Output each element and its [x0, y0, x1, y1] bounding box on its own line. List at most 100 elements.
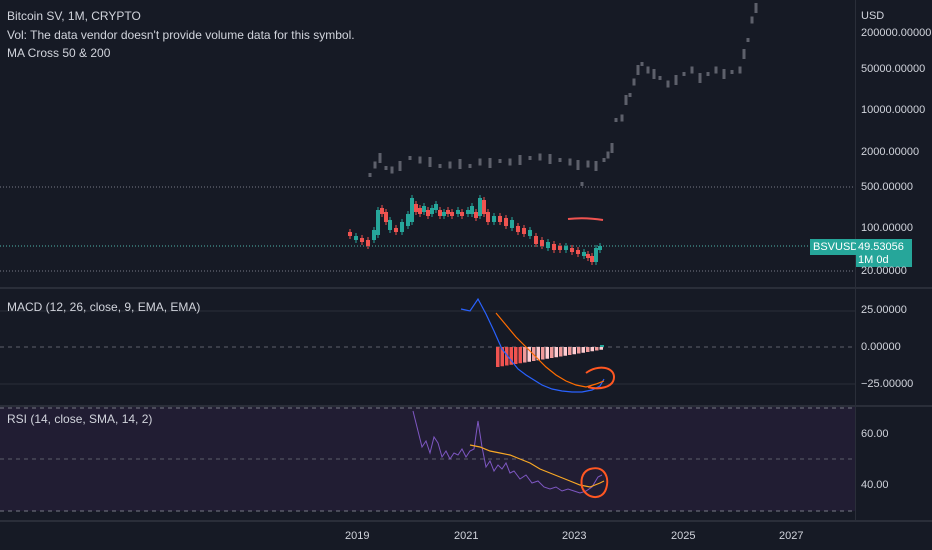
countdown-badge: 1M 0d	[856, 253, 912, 267]
macd-histogram-bar	[577, 347, 581, 354]
price-axis[interactable]	[855, 0, 932, 520]
candle-body	[460, 212, 464, 216]
comparison-candle	[632, 78, 636, 86]
comparison-candle	[722, 69, 726, 79]
candle-body	[492, 216, 496, 222]
symbol-title[interactable]: Bitcoin SV, 1M, CRYPTO	[7, 9, 141, 23]
candle-body	[376, 210, 380, 235]
symbol-badge: BSVUSD	[810, 239, 862, 255]
price-chart-pane[interactable]: Bitcoin SV, 1M, CRYPTO Vol: The data ven…	[0, 0, 855, 287]
rsi-ma-line	[469, 444, 605, 488]
macd-histogram-bar	[518, 347, 522, 364]
candle-body	[388, 220, 392, 230]
candle-body	[418, 208, 422, 214]
candle-body	[522, 228, 526, 234]
comparison-candle	[606, 151, 610, 159]
volume-note: Vol: The data vendor doesn't provide vol…	[7, 28, 355, 42]
comparison-candle	[398, 161, 402, 171]
candle-body	[598, 246, 602, 250]
drawn-mark	[567, 217, 604, 221]
macd-histogram-bar	[523, 347, 527, 363]
macd-tick: 0.00000	[861, 341, 901, 353]
candle-body	[470, 206, 474, 214]
candle-body	[528, 230, 532, 236]
candle-body	[590, 256, 594, 262]
candle-body	[478, 198, 482, 216]
price-chart-canvas	[0, 3, 855, 272]
candle-body	[534, 236, 538, 244]
comparison-candle	[528, 156, 532, 160]
comparison-candle	[620, 114, 624, 122]
candle-body	[516, 226, 520, 232]
comparison-candle	[384, 166, 388, 170]
comparison-candle	[428, 157, 432, 167]
comparison-candle	[548, 154, 552, 164]
macd-label[interactable]: MACD (12, 26, close, 9, EMA, EMA)	[7, 300, 201, 314]
comparison-series	[368, 3, 758, 186]
comparison-candle	[614, 118, 618, 122]
comparison-candle	[610, 143, 614, 153]
comparison-candle	[368, 173, 372, 177]
macd-pane[interactable]: MACD (12, 26, close, 9, EMA, EMA)	[0, 289, 855, 405]
comparison-candle	[518, 155, 522, 165]
candle-body	[576, 250, 580, 254]
comparison-candle	[652, 69, 656, 79]
candles-group	[348, 195, 602, 265]
macd-histogram-bar	[527, 347, 531, 362]
comparison-candle	[580, 182, 584, 186]
year-label: 2019	[345, 530, 370, 542]
candle-body	[558, 246, 562, 250]
pane-separator[interactable]	[0, 405, 932, 407]
candle-body	[354, 236, 358, 240]
comparison-candle	[706, 72, 710, 76]
price-tick: 20.00000	[861, 265, 907, 277]
comparison-candle	[586, 160, 590, 168]
rsi-pane[interactable]: RSI (14, close, SMA, 14, 2)	[0, 407, 855, 520]
macd-histogram-bar	[600, 345, 604, 347]
price-tick: 100.00000	[861, 222, 913, 234]
macd-histogram-bar	[514, 347, 518, 364]
rsi-label[interactable]: RSI (14, close, SMA, 14, 2)	[7, 412, 153, 426]
rsi-line	[412, 410, 603, 494]
comparison-candle	[594, 161, 598, 171]
macd-histogram-bar	[572, 347, 576, 355]
comparison-candle	[674, 75, 678, 85]
signal-line	[495, 312, 605, 388]
comparison-candle	[640, 62, 644, 66]
candle-body	[504, 218, 508, 226]
macd-histogram-bar	[599, 347, 603, 350]
comparison-candle	[408, 156, 412, 160]
price-tick: 200000.00000	[861, 27, 932, 39]
candle-body	[446, 210, 450, 214]
candle-body	[594, 248, 598, 262]
candle-body	[552, 244, 556, 250]
comparison-candle	[378, 153, 382, 163]
pane-separator[interactable]	[0, 287, 932, 289]
macd-histogram-bar	[581, 347, 585, 353]
macd-histogram-bar	[590, 347, 594, 352]
currency-label[interactable]: USD	[861, 10, 885, 22]
comparison-candle	[658, 76, 662, 80]
macd-histogram-bar	[545, 347, 549, 359]
candle-body	[486, 212, 490, 222]
candle-body	[430, 208, 434, 214]
candle-body	[546, 242, 550, 248]
candle-body	[456, 210, 460, 214]
price-tick: 10000.00000	[861, 104, 926, 116]
macd-histogram-bar	[505, 347, 509, 366]
ma-indicator-label[interactable]: MA Cross 50 & 200	[7, 46, 111, 60]
comparison-candle	[448, 161, 452, 169]
comparison-candle	[468, 164, 472, 168]
macd-histogram-bar	[563, 347, 567, 356]
comparison-candle	[624, 95, 628, 105]
comparison-candle	[754, 3, 758, 13]
candle-body	[498, 216, 502, 222]
price-tick: 500.00000	[861, 181, 913, 193]
comparison-candle	[698, 73, 702, 83]
comparison-candle	[558, 158, 562, 162]
comparison-candle	[568, 158, 572, 166]
candle-body	[586, 254, 590, 258]
candle-body	[384, 212, 388, 222]
macd-histogram-bar	[550, 347, 554, 358]
candle-body	[540, 240, 544, 246]
